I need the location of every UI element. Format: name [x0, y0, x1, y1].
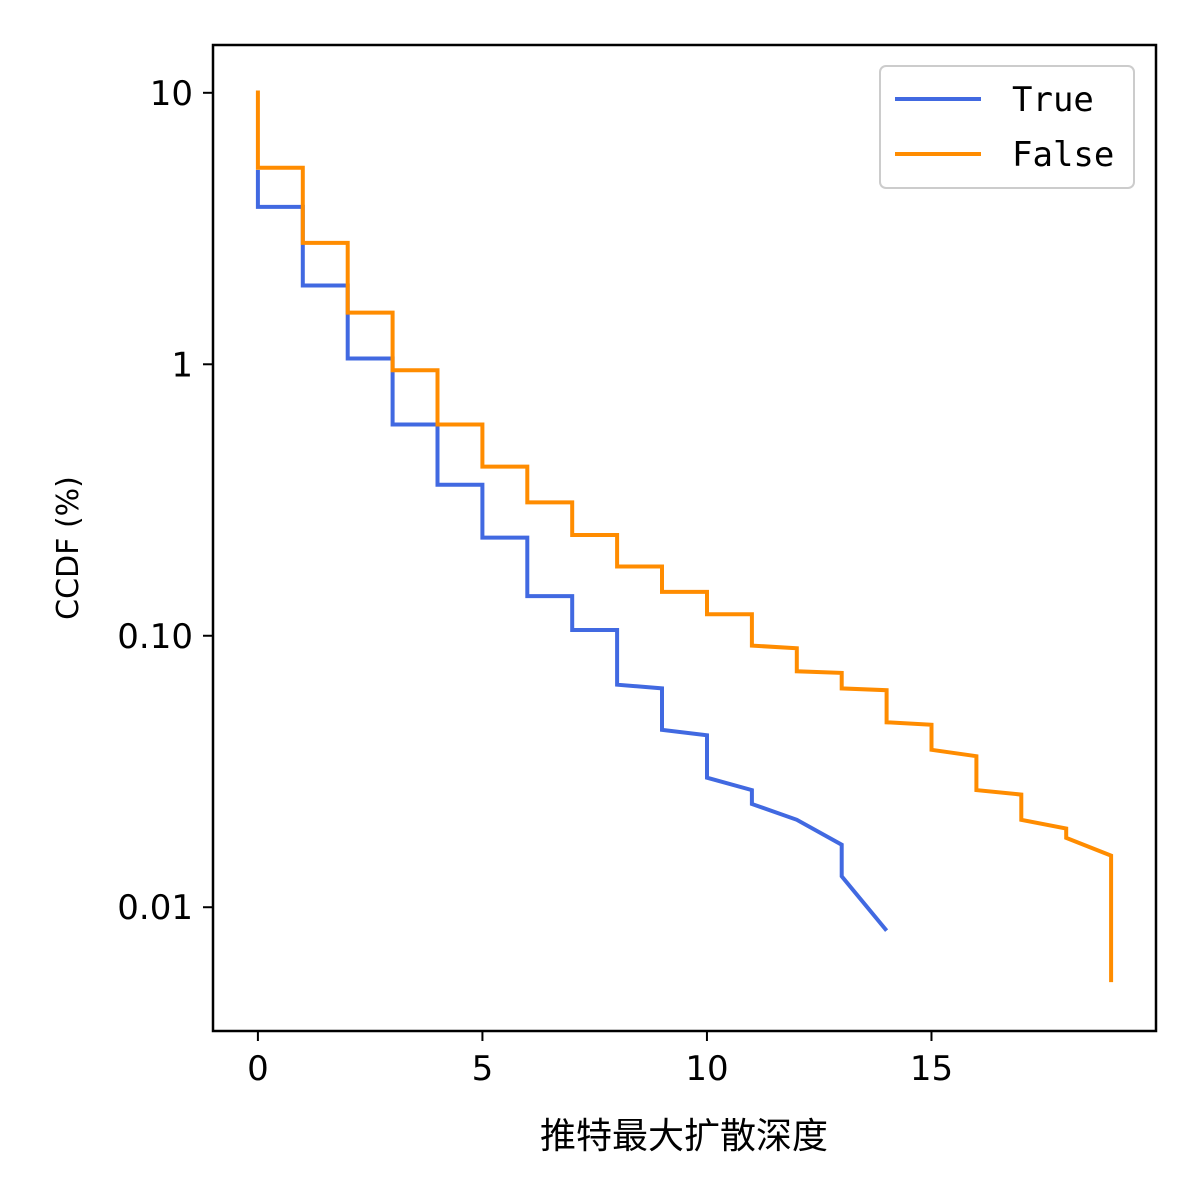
legend-label-true: True [1012, 80, 1094, 120]
series-line-true [255, 169, 889, 932]
x-tick-label: 5 [472, 1049, 494, 1089]
y-tick-label: 10 [150, 74, 193, 114]
y-tick-label: 0.10 [117, 617, 193, 657]
y-tick-label: 1 [171, 345, 193, 385]
legend-box [879, 65, 1135, 189]
series-layer [255, 90, 1114, 983]
y-axis: 0.01 0.10 1 10 [117, 74, 213, 928]
series-line-false [255, 90, 1114, 983]
legend: True False [879, 65, 1135, 189]
y-tick-label: 0.01 [117, 888, 193, 928]
legend-label-false: False [1012, 135, 1114, 175]
x-tick-label: 15 [910, 1049, 953, 1089]
x-axis: 0 5 10 15 [247, 1031, 953, 1089]
x-tick-label: 10 [685, 1049, 728, 1089]
y-axis-title: CCDF (%) [51, 476, 86, 620]
legend-items: True False [895, 80, 1114, 175]
x-axis-title: 推特最大扩散深度 [540, 1116, 828, 1157]
plot-frame [211, 43, 1158, 1033]
x-tick-label: 0 [247, 1049, 269, 1089]
